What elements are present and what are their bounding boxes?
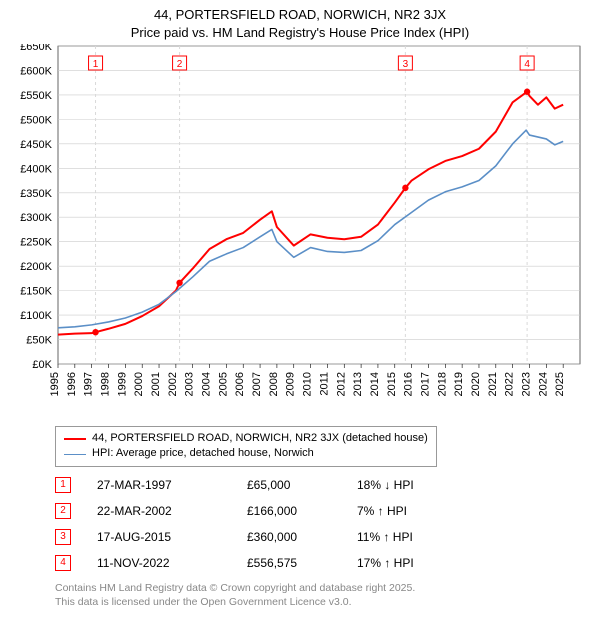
svg-text:£400K: £400K (20, 163, 52, 175)
sale-marker-number: 1 (55, 477, 71, 493)
sale-delta: 11% ↑ HPI (357, 530, 457, 544)
sale-date: 17-AUG-2015 (97, 530, 247, 544)
sale-price: £65,000 (247, 478, 357, 492)
footer-line2: This data is licensed under the Open Gov… (55, 596, 415, 610)
svg-text:2020: 2020 (470, 372, 482, 396)
svg-text:£250K: £250K (20, 237, 52, 249)
svg-text:2007: 2007 (251, 372, 263, 396)
sale-delta: 7% ↑ HPI (357, 504, 457, 518)
svg-text:1995: 1995 (49, 372, 61, 396)
svg-text:2014: 2014 (369, 372, 381, 396)
legend-label: HPI: Average price, detached house, Norw… (92, 446, 314, 461)
svg-text:2000: 2000 (133, 372, 145, 396)
svg-text:£550K: £550K (20, 90, 52, 102)
svg-text:2017: 2017 (419, 372, 431, 396)
svg-text:2022: 2022 (504, 372, 516, 396)
svg-text:2012: 2012 (335, 372, 347, 396)
svg-text:£650K: £650K (20, 44, 52, 53)
footer-line1: Contains HM Land Registry data © Crown c… (55, 582, 415, 596)
svg-text:£600K: £600K (20, 65, 52, 77)
svg-text:2011: 2011 (318, 372, 330, 396)
svg-text:2018: 2018 (436, 372, 448, 396)
legend: 44, PORTERSFIELD ROAD, NORWICH, NR2 3JX … (55, 426, 437, 467)
svg-text:£0K: £0K (32, 359, 52, 371)
price-chart: £0K £50K £100K £150K £200K £250K £300K £350K £40… (10, 44, 590, 424)
svg-text:2025: 2025 (554, 372, 566, 396)
svg-text:2019: 2019 (453, 372, 465, 396)
svg-text:2024: 2024 (537, 372, 549, 396)
svg-text:3: 3 (403, 59, 409, 70)
sale-marker-number: 2 (55, 503, 71, 519)
legend-item: HPI: Average price, detached house, Norw… (64, 446, 428, 461)
sale-date: 11-NOV-2022 (97, 556, 247, 570)
svg-text:2004: 2004 (201, 372, 213, 396)
svg-text:£200K: £200K (20, 261, 52, 273)
svg-text:2023: 2023 (520, 372, 532, 396)
svg-text:£500K: £500K (20, 114, 52, 126)
attribution-footer: Contains HM Land Registry data © Crown c… (55, 582, 415, 609)
svg-text:2015: 2015 (386, 372, 398, 396)
sale-row: 4 11-NOV-2022£556,57517% ↑ HPI (55, 550, 457, 576)
svg-text:2001: 2001 (150, 372, 162, 396)
svg-text:£300K: £300K (20, 212, 52, 224)
sale-row: 2 22-MAR-2002£166,0007% ↑ HPI (55, 498, 457, 524)
svg-text:£50K: £50K (26, 335, 52, 347)
svg-text:£450K: £450K (20, 139, 52, 151)
legend-swatch (64, 438, 86, 440)
svg-text:1997: 1997 (83, 372, 95, 396)
svg-text:2006: 2006 (234, 372, 246, 396)
svg-text:2002: 2002 (167, 372, 179, 396)
title-line1: 44, PORTERSFIELD ROAD, NORWICH, NR2 3JX (0, 6, 600, 24)
svg-text:£100K: £100K (20, 310, 52, 322)
sale-marker-number: 3 (55, 529, 71, 545)
sale-date: 27-MAR-1997 (97, 478, 247, 492)
svg-text:1: 1 (93, 59, 99, 70)
svg-text:2003: 2003 (184, 372, 196, 396)
chart-title: 44, PORTERSFIELD ROAD, NORWICH, NR2 3JX … (0, 0, 600, 41)
sale-price: £360,000 (247, 530, 357, 544)
sale-marker-number: 4 (55, 555, 71, 571)
sale-row: 3 17-AUG-2015£360,00011% ↑ HPI (55, 524, 457, 550)
svg-text:2009: 2009 (285, 372, 297, 396)
sale-date: 22-MAR-2002 (97, 504, 247, 518)
svg-text:2010: 2010 (302, 372, 314, 396)
legend-item: 44, PORTERSFIELD ROAD, NORWICH, NR2 3JX … (64, 431, 428, 446)
chart-svg: £0K £50K £100K £150K £200K £250K £300K £350K £40… (10, 44, 590, 424)
svg-text:2005: 2005 (217, 372, 229, 396)
sale-delta: 17% ↑ HPI (357, 556, 457, 570)
svg-text:£350K: £350K (20, 188, 52, 200)
svg-text:2: 2 (177, 59, 183, 70)
sale-row: 1 27-MAR-1997£65,00018% ↓ HPI (55, 472, 457, 498)
svg-text:2016: 2016 (403, 372, 415, 396)
svg-text:1996: 1996 (66, 372, 78, 396)
sale-price: £556,575 (247, 556, 357, 570)
title-line2: Price paid vs. HM Land Registry's House … (0, 24, 600, 42)
sale-price: £166,000 (247, 504, 357, 518)
svg-text:£150K: £150K (20, 286, 52, 298)
sale-delta: 18% ↓ HPI (357, 478, 457, 492)
svg-text:2008: 2008 (268, 372, 280, 396)
svg-text:1998: 1998 (100, 372, 112, 396)
svg-text:1999: 1999 (116, 372, 128, 396)
svg-text:2021: 2021 (487, 372, 499, 396)
page: 44, PORTERSFIELD ROAD, NORWICH, NR2 3JX … (0, 0, 600, 620)
sales-table: 1 27-MAR-1997£65,00018% ↓ HPI 2 22-MAR-2002… (55, 472, 457, 576)
legend-swatch (64, 454, 86, 455)
svg-text:2013: 2013 (352, 372, 364, 396)
svg-text:4: 4 (524, 59, 530, 70)
legend-label: 44, PORTERSFIELD ROAD, NORWICH, NR2 3JX … (92, 431, 428, 446)
